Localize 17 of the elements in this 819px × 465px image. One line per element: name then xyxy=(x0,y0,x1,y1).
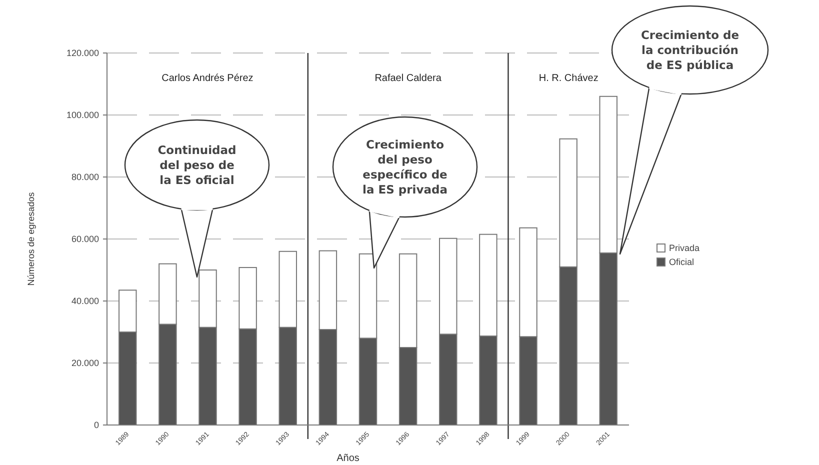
y-tick-label: 20.000 xyxy=(71,358,99,368)
y-tick-label: 40.000 xyxy=(71,296,99,306)
x-axis-title: Años xyxy=(336,453,360,464)
annotation: Crecimiento del peso específico de la ES privada xyxy=(362,138,448,196)
y-tick-label: 100.000 xyxy=(66,110,99,120)
y-axis-title: Números de egresados xyxy=(26,192,36,286)
text: Crecimiento de la contribución de ES pública xyxy=(640,28,740,72)
y-tick-label: 60.000 xyxy=(71,234,99,244)
annotation: Carlos Andrés Pérez xyxy=(162,73,254,84)
y-tick-label: 0 xyxy=(94,420,99,430)
legend-label: Oficial xyxy=(669,256,694,267)
y-tick-label: 80.000 xyxy=(71,172,99,182)
y-tick-label: 120.000 xyxy=(66,48,99,58)
annotation: H. R. Chávez xyxy=(538,73,598,84)
legend-label: Privada xyxy=(669,242,700,253)
annotation: Continuidad del peso de la ES oficial xyxy=(158,143,236,187)
annotation: Rafael Caldera xyxy=(374,73,442,84)
